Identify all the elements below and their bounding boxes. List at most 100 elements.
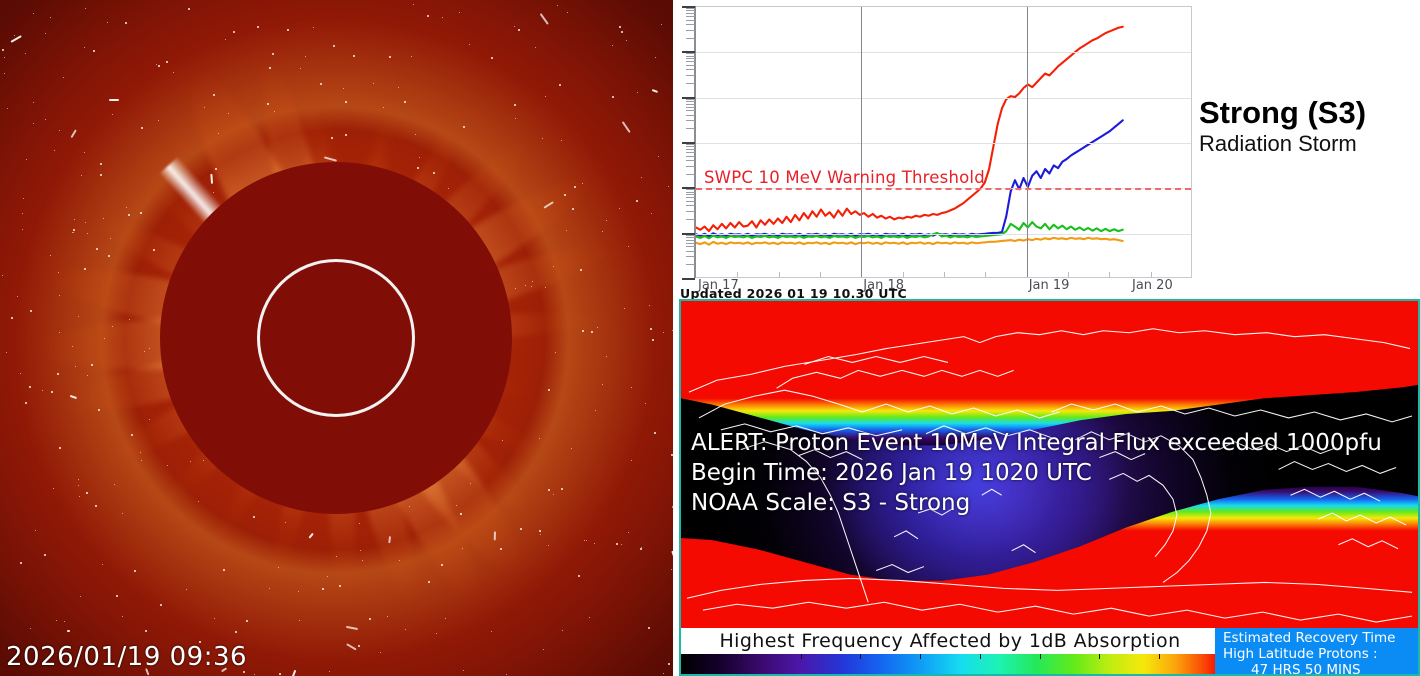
warning-threshold-line [696, 188, 1191, 191]
y-axis-minor-tick [686, 250, 695, 252]
y-axis-minor-tick [686, 191, 695, 193]
y-axis-minor-tick [686, 69, 695, 71]
x-axis-tick [1068, 272, 1069, 277]
y-axis-minor-tick [686, 205, 695, 207]
gridline-vertical [1026, 7, 1028, 277]
colorbar-tick [1039, 654, 1041, 659]
y-axis-minor-tick [686, 197, 695, 199]
noaa-scale-callout: Strong (S3) Radiation Storm [1199, 96, 1414, 157]
colorbar-title: Highest Frequency Affected by 1dB Absorp… [719, 630, 1181, 652]
gridline-horizontal [696, 143, 1191, 144]
y-axis-major-tick [682, 232, 695, 235]
colorbar-tick [740, 654, 742, 659]
y-axis-minor-tick [686, 152, 695, 154]
x-axis-tick [737, 272, 739, 277]
y-axis-minor-tick [686, 103, 695, 105]
y-axis-minor-tick [686, 37, 695, 39]
x-axis-tick [1150, 272, 1152, 277]
flux-series-lines [696, 7, 1191, 277]
y-axis-major-tick [682, 278, 695, 280]
y-axis-major-tick [682, 142, 695, 144]
proton-flux-chart: SWPC 10 MeV Warning Threshold Jan 17 Jan … [680, 2, 1192, 293]
x-axis-label: Jan 19 [1028, 278, 1070, 293]
alert-line-2: Begin Time: 2026 Jan 19 1020 UTC [691, 459, 1092, 486]
y-axis-minor-tick [686, 194, 695, 196]
y-axis-minor-tick [686, 106, 695, 108]
coronagraph-image: 2026/01/19 09:36 [0, 0, 673, 676]
map-footer: Highest Frequency Affected by 1dB Absorp… [681, 628, 1418, 674]
noaa-scale-subtitle: Radiation Storm [1199, 131, 1357, 157]
y-axis-minor-tick [686, 101, 695, 103]
solar-limb-circle [257, 259, 415, 417]
coastline-overlay [686, 328, 1413, 623]
recovery-line-3: 47 HRS 50 MINS [1251, 662, 1361, 674]
y-axis-minor-tick [686, 256, 695, 258]
y-axis-minor-tick [686, 55, 695, 57]
recovery-line-2: High Latitude Protons : [1223, 646, 1378, 663]
y-axis-minor-tick [686, 53, 695, 55]
y-axis-minor-tick [686, 219, 695, 220]
y-axis [694, 6, 696, 278]
warning-threshold-label: SWPC 10 MeV Warning Threshold [704, 168, 985, 188]
gridline-horizontal [696, 52, 1191, 54]
y-axis-minor-tick [686, 189, 695, 191]
coronagraph-timestamp: 2026/01/19 09:36 [6, 642, 248, 672]
y-axis-minor-tick [686, 155, 695, 157]
y-axis-minor-tick [686, 16, 695, 18]
x-axis-tick [902, 272, 904, 277]
y-axis-major-tick [682, 6, 695, 8]
dregion-absorption-map: ALERT: Proton Event 10MeV Integral Flux … [679, 299, 1420, 676]
y-axis-minor-tick [686, 128, 695, 130]
x-axis-label: Jan 17 [698, 278, 739, 293]
colorbar-tick [800, 654, 802, 659]
colorbar-tick [1099, 654, 1101, 659]
x-axis-tick [985, 272, 987, 277]
y-axis-minor-tick [686, 83, 695, 84]
estimated-recovery-box: Estimated Recovery Time High Latitude Pr… [1215, 628, 1418, 674]
y-axis-minor-tick [686, 239, 695, 241]
x-axis-label: Jan 20 [1132, 278, 1173, 293]
noaa-scale-title: Strong (S3) [1199, 95, 1367, 130]
y-axis-minor-tick [686, 98, 695, 100]
y-axis-minor-tick [686, 110, 695, 112]
y-axis-minor-tick [686, 10, 695, 12]
chart-updated-timestamp: Updated 2026 01 19 10.30 UTC [680, 286, 908, 301]
y-axis-major-tick [682, 51, 695, 54]
y-axis-minor-tick [686, 160, 695, 161]
y-axis-minor-tick [686, 24, 695, 25]
colorbar-tick [1159, 654, 1161, 659]
gridline-horizontal [696, 97, 1191, 99]
colorbar-ticks [681, 654, 1219, 674]
map-canvas: ALERT: Proton Event 10MeV Integral Flux … [681, 301, 1418, 628]
alert-line-3: NOAA Scale: S3 - Strong [691, 489, 971, 516]
colorbar-tick [920, 654, 922, 659]
x-axis-tick [820, 272, 821, 277]
y-axis-minor-tick [686, 149, 695, 150]
absorption-colorbar [681, 654, 1219, 674]
y-axis-minor-tick [686, 13, 695, 14]
colorbar-tick [979, 654, 981, 659]
flux-series--500-mev [696, 238, 1123, 245]
y-axis-minor-tick [686, 264, 695, 266]
gridline-vertical [861, 7, 863, 277]
gridline-horizontal [696, 233, 1191, 235]
x-axis-tick [944, 272, 945, 277]
y-axis-minor-tick [686, 146, 695, 148]
alert-line-1: ALERT: Proton Event 10MeV Integral Flux … [691, 430, 1382, 456]
y-axis-major-tick [682, 187, 695, 190]
x-axis-tick [778, 272, 780, 277]
proton-alert-text: ALERT: Proton Event 10MeV Integral Flux … [691, 429, 1382, 519]
y-axis-minor-tick [686, 165, 695, 167]
y-axis-minor-tick [686, 75, 695, 76]
y-axis-major-tick [682, 96, 695, 99]
y-axis-minor-tick [686, 246, 695, 248]
x-axis-tick [1109, 272, 1111, 277]
proton-flux-panel: SWPC 10 MeV Warning Threshold Jan 17 Jan … [673, 0, 1420, 301]
colorbar-tick [860, 654, 862, 659]
flux-series--10-mev [696, 27, 1123, 231]
x-axis-labels: Jan 17 Jan 18 Jan 19 Jan 20 [696, 278, 1192, 294]
y-axis-minor-tick [686, 58, 695, 60]
y-axis-minor-tick [686, 29, 695, 31]
y-axis-minor-tick [686, 61, 695, 63]
